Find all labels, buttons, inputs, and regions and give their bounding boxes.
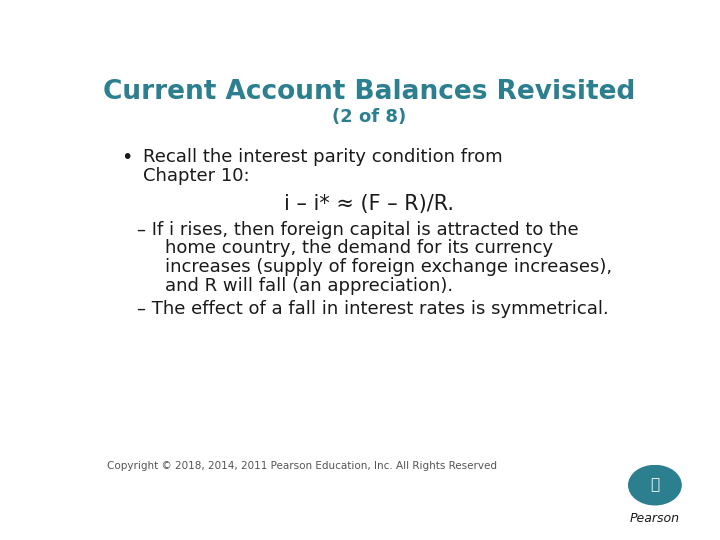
- Text: – If i rises, then foreign capital is attracted to the: – If i rises, then foreign capital is at…: [138, 221, 579, 239]
- Text: Pearson: Pearson: [630, 511, 680, 525]
- Text: Recall the interest parity condition from: Recall the interest parity condition fro…: [143, 148, 503, 166]
- Text: and R will fall (an appreciation).: and R will fall (an appreciation).: [166, 277, 454, 295]
- Text: (2 of 8): (2 of 8): [332, 109, 406, 126]
- Text: •: •: [121, 148, 132, 167]
- Text: Ⓟ: Ⓟ: [650, 478, 660, 492]
- Circle shape: [629, 465, 681, 505]
- Text: Chapter 10:: Chapter 10:: [143, 167, 250, 185]
- Text: increases (supply of foreign exchange increases),: increases (supply of foreign exchange in…: [166, 258, 613, 276]
- Text: i – i* ≈ (F – R)/R.: i – i* ≈ (F – R)/R.: [284, 194, 454, 214]
- Text: Current Account Balances Revisited: Current Account Balances Revisited: [103, 79, 635, 105]
- Text: – The effect of a fall in interest rates is symmetrical.: – The effect of a fall in interest rates…: [138, 300, 609, 318]
- Text: home country, the demand for its currency: home country, the demand for its currenc…: [166, 239, 554, 258]
- Text: Copyright © 2018, 2014, 2011 Pearson Education, Inc. All Rights Reserved: Copyright © 2018, 2014, 2011 Pearson Edu…: [107, 462, 497, 471]
